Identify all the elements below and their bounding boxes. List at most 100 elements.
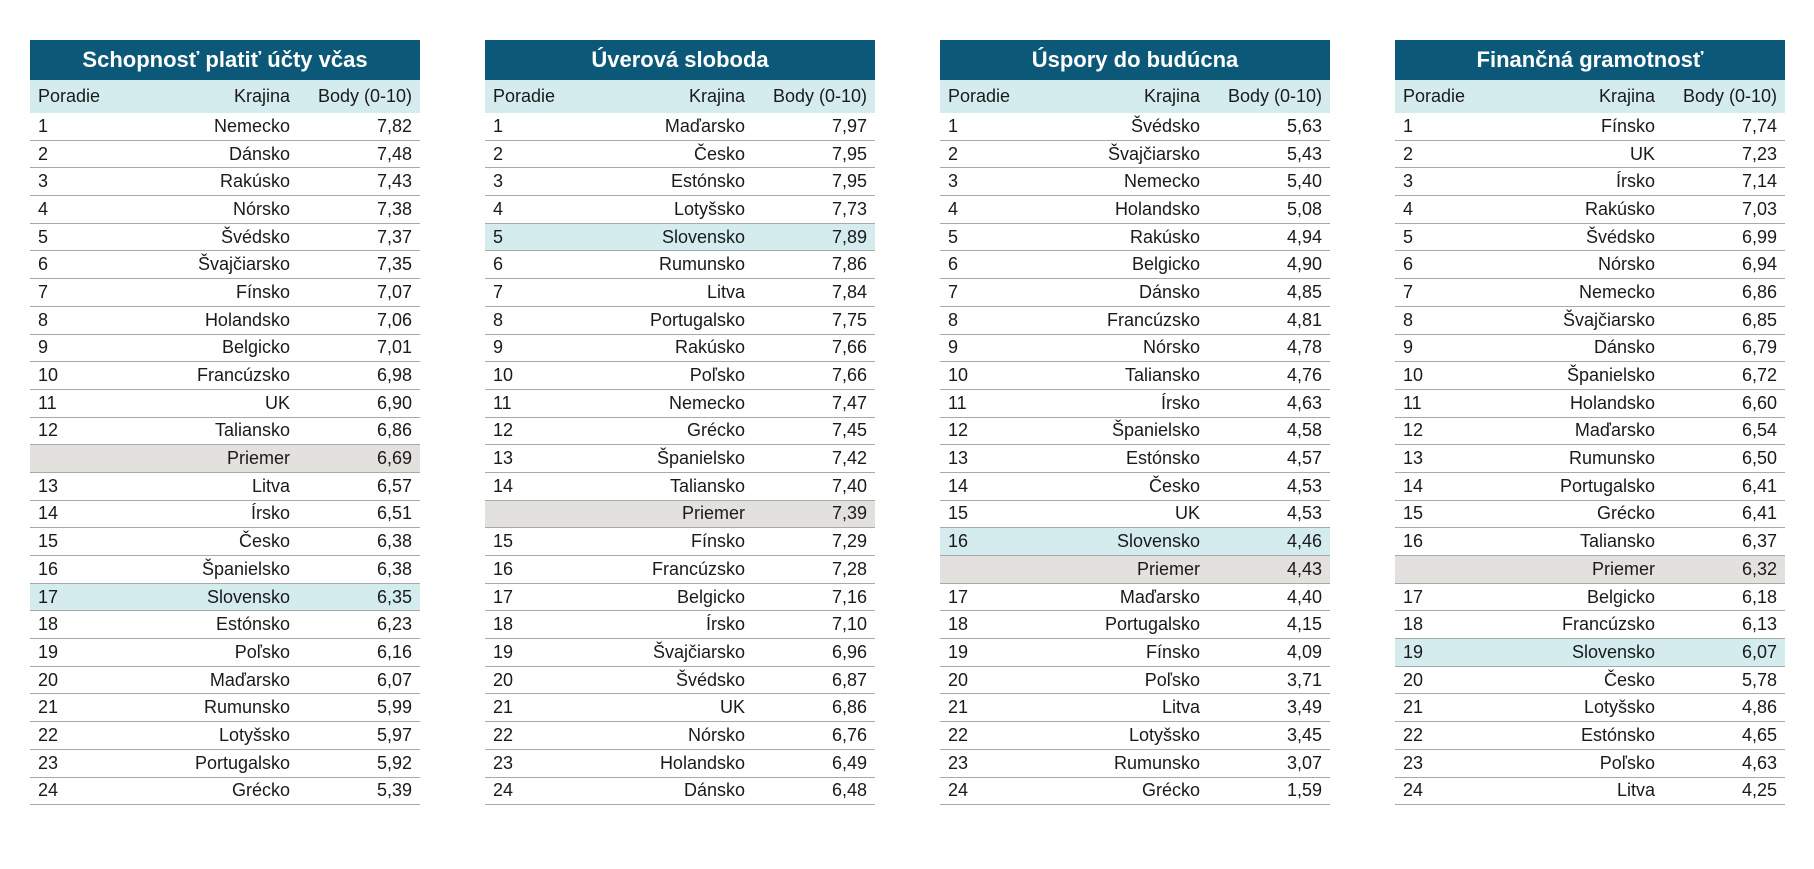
points-cell: 4,15 xyxy=(1286,614,1322,635)
country-cell: Portugalsko xyxy=(1559,475,1655,496)
points-cell: 7,29 xyxy=(831,531,867,552)
table-row: 7 Fínsko 7,07 xyxy=(30,279,420,307)
table-row: 23 Holandsko 6,49 xyxy=(485,750,875,778)
rank-cell: 14 xyxy=(38,503,59,524)
country-cell: Česko xyxy=(693,143,745,164)
country-cell: Priemer xyxy=(226,448,290,469)
country-cell: Slovensko xyxy=(1571,641,1655,662)
country-cell: Rakúsko xyxy=(1584,198,1655,219)
table-row: 21 Litva 3,49 xyxy=(940,694,1330,723)
country-cell: Holandsko xyxy=(1114,198,1200,219)
rank-cell: 8 xyxy=(493,309,504,330)
country-cell: Rakúsko xyxy=(674,337,745,358)
rank-cell: 1 xyxy=(1403,115,1414,136)
rank-cell: 1 xyxy=(948,115,959,136)
rank-cell: 1 xyxy=(38,115,49,136)
table-row: 16 Taliansko 6,37 xyxy=(1395,528,1785,556)
country-cell: Francúzsko xyxy=(196,365,290,386)
country-cell: Nórsko xyxy=(1597,254,1655,275)
points-cell: 1,59 xyxy=(1286,780,1322,801)
points-cell: 7,10 xyxy=(831,614,867,635)
country-cell: Dánsko xyxy=(1138,281,1200,302)
average-row: Priemer 6,32 xyxy=(1395,556,1785,584)
table-row: 22 Lotyšsko 3,45 xyxy=(940,722,1330,750)
table-row: 13 Estónsko 4,57 xyxy=(940,445,1330,473)
points-cell: 6,51 xyxy=(376,503,412,524)
points-cell: 4,43 xyxy=(1286,558,1322,579)
country-cell: Belgicko xyxy=(676,586,745,607)
country-cell: Grécko xyxy=(1596,503,1655,524)
points-cell: 4,94 xyxy=(1286,226,1322,247)
country-cell: Lotyšsko xyxy=(218,724,290,745)
table-row: 21 Lotyšsko 4,86 xyxy=(1395,694,1785,723)
rank-cell: 11 xyxy=(1403,392,1422,413)
points-cell: 7,74 xyxy=(1741,115,1777,136)
country-cell: Litva xyxy=(1616,780,1655,801)
country-cell: Belgicko xyxy=(1586,586,1655,607)
rank-cell: 6 xyxy=(493,254,504,275)
rank-cell: 19 xyxy=(1403,641,1424,662)
column-header-points: Body (0-10) xyxy=(1227,86,1322,106)
points-cell: 6,07 xyxy=(376,669,412,690)
points-cell: 7,66 xyxy=(831,365,867,386)
points-cell: 4,81 xyxy=(1286,309,1322,330)
country-cell: Rumunsko xyxy=(203,697,290,718)
country-cell: Slovensko xyxy=(1116,531,1200,552)
country-cell: Švajčiarsko xyxy=(1107,143,1200,164)
rank-cell: 20 xyxy=(493,669,514,690)
rank-cell: 5 xyxy=(1403,226,1414,247)
rank-cell: 12 xyxy=(38,420,59,441)
country-cell: Estónsko xyxy=(670,171,745,192)
table-row: 22 Nórsko 6,76 xyxy=(485,722,875,750)
rank-cell: 21 xyxy=(493,697,514,718)
points-cell: 7,39 xyxy=(831,503,867,524)
rank-cell: 23 xyxy=(38,752,59,773)
rank-cell: 16 xyxy=(38,558,59,579)
rank-cell: 15 xyxy=(1403,503,1424,524)
points-cell: 4,40 xyxy=(1286,586,1322,607)
table-title: Schopnosť platiť účty včas xyxy=(30,40,420,80)
table-row: 7 Dánsko 4,85 xyxy=(940,279,1330,307)
table-row: 2 Dánsko 7,48 xyxy=(30,141,420,169)
country-cell: Litva xyxy=(251,475,290,496)
points-cell: 4,85 xyxy=(1286,281,1322,302)
country-cell: Priemer xyxy=(1136,558,1200,579)
country-cell: Grécko xyxy=(231,780,290,801)
table-row: 4 Holandsko 5,08 xyxy=(940,196,1330,224)
table-row: 14 Írsko 6,51 xyxy=(30,501,420,529)
table-row: 13 Rumunsko 6,50 xyxy=(1395,445,1785,473)
table-row: 2 UK 7,23 xyxy=(1395,141,1785,169)
points-cell: 6,18 xyxy=(1741,586,1777,607)
country-cell: Švédsko xyxy=(220,226,290,247)
points-cell: 6,35 xyxy=(376,586,412,607)
table-row: 9 Nórsko 4,78 xyxy=(940,335,1330,363)
points-cell: 4,63 xyxy=(1286,392,1322,413)
rank-cell: 5 xyxy=(948,226,959,247)
points-cell: 7,37 xyxy=(376,226,412,247)
table-row: 21 UK 6,86 xyxy=(485,694,875,723)
country-cell: Česko xyxy=(1148,475,1200,496)
points-cell: 7,06 xyxy=(376,309,412,330)
rank-cell: 21 xyxy=(1403,697,1424,718)
country-cell: Rumunsko xyxy=(658,254,745,275)
table-row: 10 Španielsko 6,72 xyxy=(1395,362,1785,390)
country-cell: Holandsko xyxy=(204,309,290,330)
country-cell: Estónsko xyxy=(1580,724,1655,745)
points-cell: 7,43 xyxy=(376,171,412,192)
country-cell: UK xyxy=(1174,503,1200,524)
rank-cell: 16 xyxy=(1403,531,1424,552)
country-cell: Priemer xyxy=(1591,558,1655,579)
table-row: 24 Grécko 5,39 xyxy=(30,778,420,806)
country-cell: Estónsko xyxy=(1125,448,1200,469)
points-cell: 7,01 xyxy=(376,337,412,358)
table-row: 11 Nemecko 7,47 xyxy=(485,390,875,418)
country-cell: Fínsko xyxy=(1600,115,1655,136)
table-row: 1 Fínsko 7,74 xyxy=(1395,113,1785,141)
rank-cell: 14 xyxy=(493,475,514,496)
country-cell: Lotyšsko xyxy=(1128,724,1200,745)
table-row: 13 Litva 6,57 xyxy=(30,473,420,501)
points-cell: 4,63 xyxy=(1741,752,1777,773)
country-cell: Poľsko xyxy=(234,641,290,662)
table-title: Úverová sloboda xyxy=(485,40,875,80)
highlighted-row: 19 Slovensko 6,07 xyxy=(1395,639,1785,667)
